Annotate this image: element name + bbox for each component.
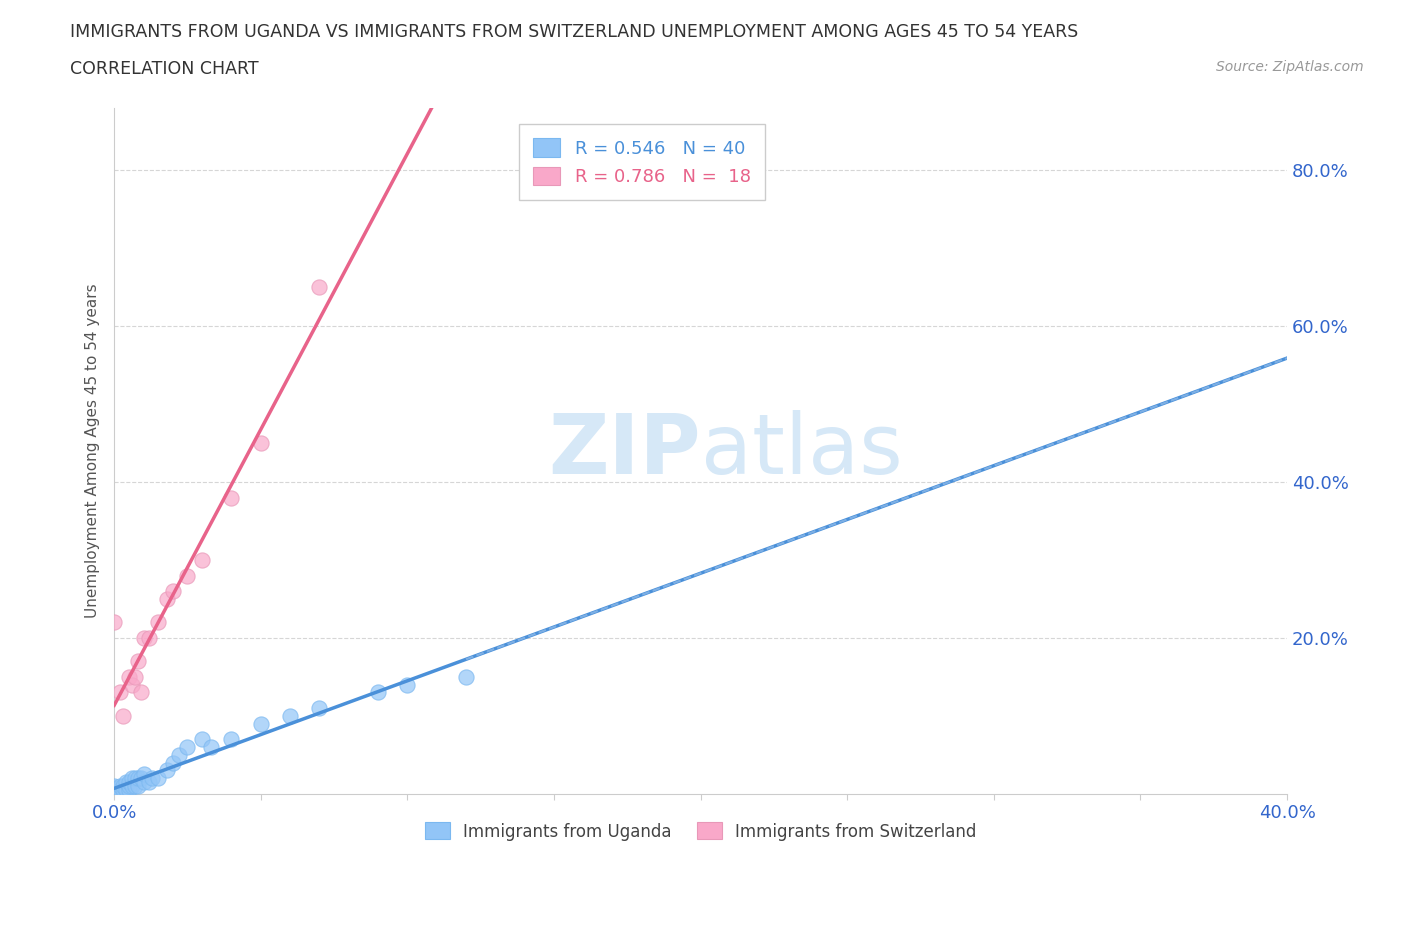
Point — [221, 490, 243, 505]
Point — [191, 552, 214, 567]
Point — [118, 782, 141, 797]
Point — [103, 615, 125, 630]
Point — [141, 771, 163, 786]
Point — [127, 771, 149, 786]
Point — [129, 771, 152, 786]
Point — [103, 782, 125, 797]
Point — [103, 787, 125, 802]
Point — [118, 775, 141, 790]
Point — [118, 778, 141, 793]
Text: atlas: atlas — [700, 410, 903, 491]
Point — [156, 763, 179, 777]
Point — [278, 709, 301, 724]
Point — [176, 568, 198, 583]
Point — [396, 677, 419, 692]
Point — [191, 732, 214, 747]
Point — [221, 732, 243, 747]
Point — [124, 778, 146, 793]
Point — [103, 780, 125, 795]
Point — [121, 771, 143, 786]
Point — [121, 677, 143, 692]
Point — [162, 755, 184, 770]
Point — [132, 775, 155, 790]
Point — [115, 782, 138, 797]
Point — [249, 716, 271, 731]
Text: Source: ZipAtlas.com: Source: ZipAtlas.com — [1216, 60, 1364, 74]
Point — [108, 685, 131, 700]
Point — [118, 670, 141, 684]
Point — [103, 787, 125, 802]
Point — [111, 782, 134, 797]
Point — [167, 748, 190, 763]
Point — [103, 782, 125, 797]
Y-axis label: Unemployment Among Ages 45 to 54 years: Unemployment Among Ages 45 to 54 years — [86, 284, 100, 618]
Point — [367, 685, 389, 700]
Point — [132, 767, 155, 782]
Point — [124, 670, 146, 684]
Point — [308, 280, 330, 295]
Text: IMMIGRANTS FROM UGANDA VS IMMIGRANTS FROM SWITZERLAND UNEMPLOYMENT AMONG AGES 45: IMMIGRANTS FROM UGANDA VS IMMIGRANTS FRO… — [70, 23, 1078, 41]
Legend: Immigrants from Uganda, Immigrants from Switzerland: Immigrants from Uganda, Immigrants from … — [418, 816, 983, 847]
Point — [124, 771, 146, 786]
Point — [200, 739, 222, 754]
Point — [146, 771, 169, 786]
Point — [138, 631, 160, 645]
Point — [146, 615, 169, 630]
Point — [176, 739, 198, 754]
Point — [108, 782, 131, 797]
Point — [162, 584, 184, 599]
Point — [103, 778, 125, 793]
Text: CORRELATION CHART: CORRELATION CHART — [70, 60, 259, 78]
Point — [132, 631, 155, 645]
Point — [308, 700, 330, 715]
Point — [138, 775, 160, 790]
Point — [111, 709, 134, 724]
Point — [156, 591, 179, 606]
Point — [111, 778, 134, 793]
Text: ZIP: ZIP — [548, 410, 700, 491]
Point — [121, 778, 143, 793]
Point — [115, 775, 138, 790]
Point — [127, 654, 149, 669]
Point — [127, 778, 149, 793]
Point — [108, 778, 131, 793]
Point — [129, 685, 152, 700]
Point — [454, 670, 477, 684]
Point — [249, 435, 271, 450]
